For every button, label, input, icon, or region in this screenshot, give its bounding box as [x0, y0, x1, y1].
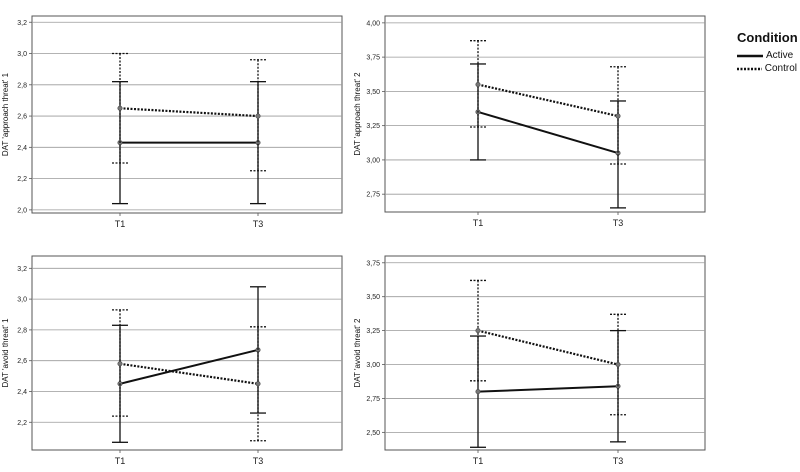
legend-label-control: Control [764, 63, 797, 74]
series-line [477, 83, 619, 118]
plot-frame [384, 255, 706, 451]
chart-panel-4: 2,50 2,75 3,00 3,25 3,50 3,75 T1 T3 DAT 'avoid t… [353, 255, 706, 466]
series-control [112, 52, 266, 172]
y-tick-label: 2,4 [17, 145, 27, 152]
series-line [477, 329, 619, 366]
y-tick-label: 2,75 [366, 396, 380, 403]
y-tick-label: 3,0 [17, 297, 27, 304]
y-tick-label: 3,2 [17, 266, 27, 273]
y-axis-label: DAT 'approach threat' 1 [1, 72, 10, 156]
series-active [470, 329, 626, 448]
y-tick-label: 3,75 [366, 260, 380, 267]
series-line [477, 110, 619, 155]
data-point [117, 361, 123, 367]
y-axis-label: DAT 'avoid threat' 1 [1, 318, 10, 388]
y-tick-label: 2,8 [17, 327, 27, 334]
data-point [255, 113, 261, 119]
y-tick-label: 2,0 [17, 207, 27, 214]
data-point [475, 82, 481, 88]
data-point [615, 113, 621, 119]
x-tick-label: T1 [115, 219, 126, 229]
data-point [117, 105, 123, 111]
series-line [119, 362, 259, 385]
legend-swatch-dotted [737, 67, 762, 70]
y-tick-label: 3,50 [366, 294, 380, 301]
y-tick-label: 3,00 [366, 362, 380, 369]
y-tick-label: 2,4 [17, 389, 27, 396]
y-tick-label: 3,0 [17, 51, 27, 58]
y-tick-label: 2,8 [17, 82, 27, 89]
data-point [475, 389, 481, 395]
y-axis-label: DAT 'avoid threat' 2 [353, 318, 362, 388]
x-tick-label: T3 [613, 456, 624, 466]
plot-frame [384, 15, 706, 213]
y-tick-label: 2,2 [17, 420, 27, 427]
y-tick-label: 4,00 [366, 20, 380, 27]
y-axis-label: DAT 'approach threat' 2 [353, 72, 362, 156]
series-line [477, 385, 619, 393]
x-tick-label: T1 [473, 456, 484, 466]
y-tick-label: 3,75 [366, 55, 380, 62]
y-tick-label: 2,2 [17, 176, 27, 183]
series-active [470, 63, 626, 209]
legend: Condition Active Control [737, 30, 798, 75]
y-tick-label: 2,75 [366, 192, 380, 199]
y-tick-label: 3,50 [366, 89, 380, 96]
y-tick-label: 2,6 [17, 114, 27, 121]
x-tick-label: T3 [253, 456, 264, 466]
series-line [119, 348, 259, 385]
series-active [112, 286, 266, 443]
x-tick-label: T3 [253, 219, 264, 229]
x-tick-label: T1 [115, 456, 126, 466]
data-point [475, 328, 481, 334]
chart-panel-2: 2,75 3,00 3,25 3,50 3,75 4,00 T1 T3 DAT 'approac… [353, 15, 706, 228]
series-control [470, 40, 626, 165]
chart-panel-1: 2,0 2,2 2,4 2,6 2,8 3,0 3,2 T1 T3 DAT 'approach t… [1, 15, 343, 229]
y-tick-label: 3,2 [17, 20, 27, 27]
chart-panel-3: 2,2 2,4 2,6 2,8 3,0 3,2 T1 T3 DAT 'avoid threat'… [1, 255, 343, 466]
y-tick-label: 3,00 [366, 157, 380, 164]
legend-item-control: Control [737, 62, 797, 75]
series-active [112, 81, 266, 205]
data-point [615, 362, 621, 368]
series-control [112, 309, 266, 442]
plot-frame [31, 15, 343, 214]
legend-swatch-solid [737, 54, 763, 57]
series-line [119, 107, 259, 118]
plot-frame [31, 255, 343, 451]
y-tick-label: 2,6 [17, 358, 27, 365]
y-tick-label: 2,50 [366, 430, 380, 437]
series-control [470, 279, 626, 416]
y-tick-label: 3,25 [366, 123, 380, 130]
y-tick-label: 3,25 [366, 328, 380, 335]
x-tick-label: T3 [613, 218, 624, 228]
legend-item-active: Active [737, 49, 797, 62]
data-point [255, 381, 261, 387]
legend-title: Condition [737, 30, 798, 45]
x-tick-label: T1 [473, 218, 484, 228]
legend-label-active: Active [766, 50, 794, 61]
